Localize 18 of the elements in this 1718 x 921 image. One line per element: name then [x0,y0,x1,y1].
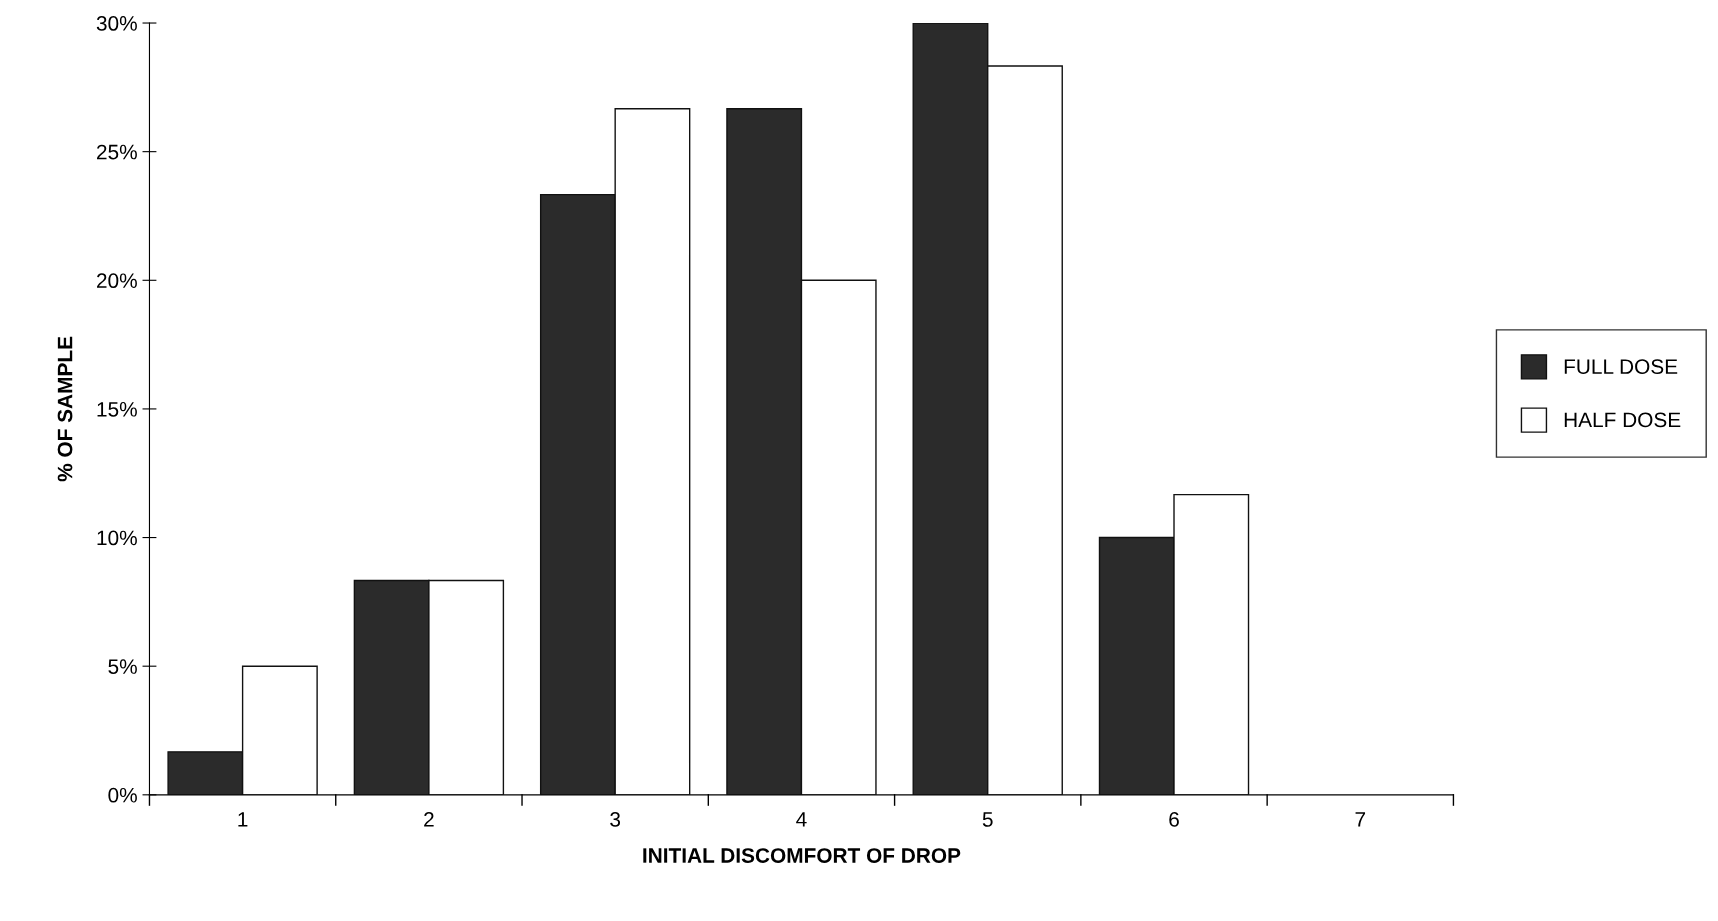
x-tick-label: 6 [1169,812,1179,827]
y-tick-label: 30% [96,16,137,31]
y-tick-label: 0% [108,787,137,803]
x-tick-label: 5 [982,812,993,827]
y-tick-label: 25% [97,144,137,160]
x-tick-label: 2 [424,812,434,827]
x-tick-label: 4 [796,812,807,827]
x-axis-title: INITIAL DISCOMFORT OF DROP [643,848,961,863]
x-tick-label: 1 [238,812,248,827]
x-tick-label: 7 [1355,812,1366,827]
legend-label: FULL DOSE [1564,359,1678,375]
y-tick-label: 5% [108,659,137,674]
y-tick-label: 20% [97,273,137,289]
y-axis-title: % OF SAMPLE [57,336,73,482]
x-tick-label: 3 [610,812,621,827]
y-tick-label: 15% [97,402,137,417]
y-tick-label: 10% [97,530,137,546]
legend-label: HALF DOSE [1564,412,1681,428]
